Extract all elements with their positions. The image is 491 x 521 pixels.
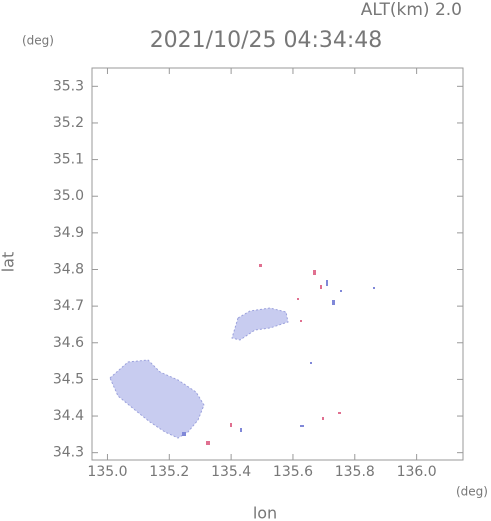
y-tick-label: 35.3	[53, 78, 84, 94]
x-tick-label: 135.0	[87, 464, 127, 480]
altitude-label: ALT(km) 2.0	[361, 0, 462, 20]
y-tick-label: 34.8	[53, 261, 84, 277]
echo-area	[231, 307, 289, 341]
echo-area	[109, 359, 205, 439]
x-axis-label: lon	[253, 504, 277, 521]
x-tick-label: 135.8	[335, 464, 375, 480]
echoes	[109, 264, 375, 445]
y-tick-label: 35.1	[53, 152, 84, 168]
x-tick-label: 135.4	[211, 464, 251, 480]
y-tick-label: 34.6	[53, 335, 84, 351]
y-axis-label: lat	[0, 252, 18, 273]
x-tick-label: 135.6	[273, 464, 313, 480]
plot-frame	[91, 67, 464, 461]
y-tick-label: 34.7	[53, 298, 84, 314]
x-tick-label: 136.0	[397, 464, 437, 480]
y-tick-label: 34.5	[53, 371, 84, 387]
x-tick-label: 135.2	[149, 464, 189, 480]
echo-dots	[206, 264, 341, 445]
y-tick-label: 35.2	[53, 115, 84, 131]
y-tick-label: 35.0	[53, 188, 84, 204]
x-unit: (deg)	[456, 485, 488, 499]
y-unit: (deg)	[22, 34, 54, 48]
y-tick-label: 34.3	[53, 445, 84, 461]
y-tick-label: 34.4	[53, 408, 84, 424]
y-tick-label: 34.9	[53, 225, 84, 241]
echo-dots	[182, 280, 375, 436]
chart-title: 2021/10/25 04:34:48	[150, 28, 383, 53]
